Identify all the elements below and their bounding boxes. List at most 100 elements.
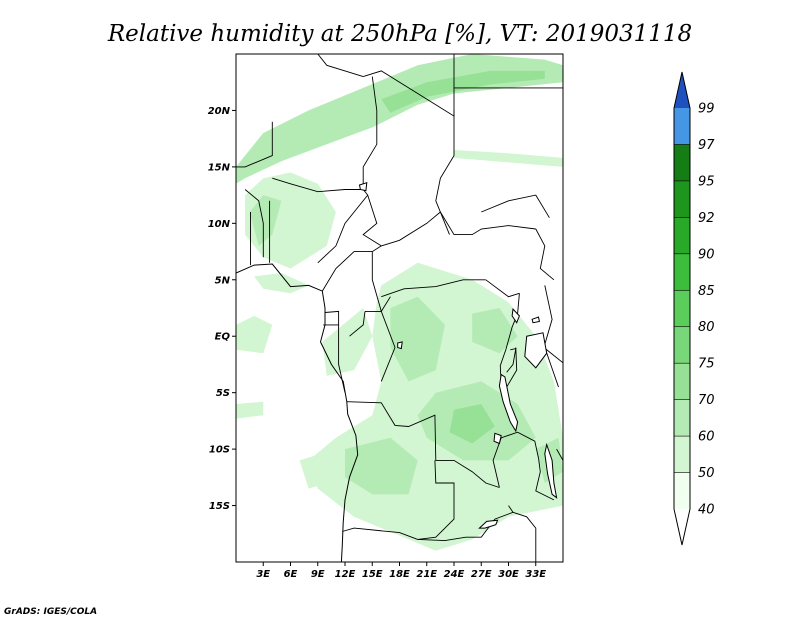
humidity-area-5 bbox=[254, 273, 309, 294]
colorbar-outline bbox=[673, 71, 691, 546]
lon-tick-label: 33E bbox=[525, 569, 546, 580]
map-title: Relative humidity at 250hPa [%], VT: 201… bbox=[107, 21, 692, 47]
colorbar-segment-97 bbox=[674, 108, 690, 145]
lon-tick-label: 21E bbox=[416, 569, 437, 580]
humidity-area-1 bbox=[381, 70, 545, 113]
lake-kariba bbox=[478, 519, 499, 529]
colorbar-label-92: 92 bbox=[698, 211, 715, 226]
humidity-area-4 bbox=[249, 195, 282, 246]
lake-tumba bbox=[397, 341, 403, 350]
country-border-28 bbox=[346, 401, 500, 488]
colorbar-label-90: 90 bbox=[698, 247, 715, 262]
colorbar-segment-40 bbox=[674, 472, 690, 509]
country-border-22 bbox=[543, 347, 563, 364]
lon-tick-label: 18E bbox=[389, 569, 410, 580]
latitude-axis: 20N 15N 10N 5N EQ 5S 10S 15S bbox=[208, 106, 236, 512]
humidity-area-3 bbox=[245, 172, 336, 269]
lat-tick-label: 5S bbox=[216, 388, 230, 399]
colorbar-segment-50 bbox=[674, 436, 690, 473]
colorbar-lower-arrow bbox=[674, 509, 690, 545]
lon-tick-label: 24E bbox=[444, 569, 465, 580]
colorbar-label-99: 99 bbox=[698, 102, 715, 117]
country-border-34 bbox=[535, 458, 555, 501]
colorbar-label-50: 50 bbox=[698, 466, 715, 481]
lon-tick-label: 15E bbox=[362, 569, 383, 580]
country-border-27 bbox=[380, 311, 396, 382]
lon-tick-label: 3E bbox=[256, 569, 270, 580]
lake-tanganyika bbox=[498, 373, 519, 433]
lat-tick-label: 10N bbox=[208, 219, 231, 230]
colorbar-segment-75 bbox=[674, 326, 690, 364]
grads-credit: GrADS: IGES/COLA bbox=[4, 607, 97, 617]
country-border-6 bbox=[244, 189, 264, 258]
lake-mweru bbox=[493, 432, 502, 445]
lat-tick-label: 10S bbox=[209, 445, 230, 456]
country-border-15 bbox=[485, 279, 520, 298]
humidity-area-8 bbox=[322, 308, 373, 376]
colorbar-label-95: 95 bbox=[698, 174, 715, 189]
lon-tick-label: 9E bbox=[311, 569, 325, 580]
humidity-area-14 bbox=[449, 404, 495, 444]
lake-victoria bbox=[524, 332, 548, 369]
colorbar-label-85: 85 bbox=[698, 284, 715, 299]
country-border-36 bbox=[508, 505, 514, 513]
country-border-5 bbox=[236, 121, 273, 168]
colorbar-label-70: 70 bbox=[698, 393, 715, 408]
country-border-33 bbox=[512, 511, 537, 562]
humidity-area-13 bbox=[345, 437, 418, 495]
country-border-29 bbox=[492, 431, 539, 488]
country-border-1 bbox=[363, 54, 455, 117]
country-border-12 bbox=[381, 211, 441, 247]
colorbar-segment-70 bbox=[674, 363, 690, 400]
colorbar-label-60: 60 bbox=[698, 430, 715, 445]
country-border-38 bbox=[544, 347, 559, 388]
country-border-31 bbox=[342, 527, 418, 540]
colorbar-label-80: 80 bbox=[698, 320, 715, 335]
colorbar-label-40: 40 bbox=[698, 503, 715, 518]
colorbar-upper-arrow bbox=[674, 72, 690, 108]
country-border-24 bbox=[323, 310, 340, 326]
country-border-35 bbox=[556, 448, 563, 495]
country-border-9 bbox=[272, 177, 364, 193]
country-border-16 bbox=[440, 211, 536, 236]
lon-tick-label: 12E bbox=[335, 569, 356, 580]
country-border-11 bbox=[321, 245, 382, 292]
lat-tick-label: 20N bbox=[208, 106, 231, 117]
country-border-21 bbox=[543, 285, 553, 348]
longitude-axis: 3E 6E 9E 12E 15E 18E 21E 24E 27E 30E 33E bbox=[256, 562, 546, 580]
lake-malawi bbox=[544, 442, 558, 499]
country-border-10 bbox=[317, 194, 369, 264]
colorbar-segment-92 bbox=[674, 180, 690, 218]
lon-tick-label: 6E bbox=[284, 569, 298, 580]
colorbar-segment-60 bbox=[674, 399, 690, 437]
country-border-30 bbox=[417, 460, 455, 540]
lake-kyoga bbox=[531, 316, 540, 324]
humidity-area-2 bbox=[454, 150, 563, 167]
country-border-13 bbox=[371, 251, 382, 312]
lat-tick-label: 15N bbox=[208, 162, 231, 173]
country-outline-layer bbox=[236, 54, 563, 562]
lat-tick-label: 5N bbox=[215, 275, 231, 286]
colorbar-segment-85 bbox=[674, 253, 690, 291]
coastline bbox=[236, 263, 359, 562]
lake-chad bbox=[358, 181, 368, 192]
humidity-area-0 bbox=[236, 54, 563, 184]
humidity-area-7 bbox=[236, 401, 264, 419]
lon-tick-label: 30E bbox=[498, 569, 519, 580]
lat-tick-label: EQ bbox=[215, 332, 231, 343]
colorbar-segment-80 bbox=[674, 290, 690, 327]
lon-tick-label: 27E bbox=[471, 569, 492, 580]
country-border-25 bbox=[338, 324, 346, 393]
humidity-map: 3E 6E 9E 12E 15E 18E 21E 24E 27E 30E 33E 20N 15N 10N… bbox=[208, 53, 564, 580]
humidity-area-12 bbox=[472, 308, 518, 354]
humidity-area-10 bbox=[390, 296, 445, 382]
country-border-0 bbox=[317, 54, 364, 78]
colorbar-segment-90 bbox=[674, 217, 690, 254]
colorbar: 40 50 60 70 75 80 85 90 92 95 97 99 bbox=[673, 71, 715, 546]
lat-tick-label: 15S bbox=[209, 501, 230, 512]
colorbar-segment-95 bbox=[674, 144, 690, 181]
country-border-17 bbox=[535, 228, 555, 281]
country-border-19 bbox=[499, 293, 520, 386]
lake-albert bbox=[511, 307, 520, 324]
country-border-32 bbox=[417, 511, 514, 542]
